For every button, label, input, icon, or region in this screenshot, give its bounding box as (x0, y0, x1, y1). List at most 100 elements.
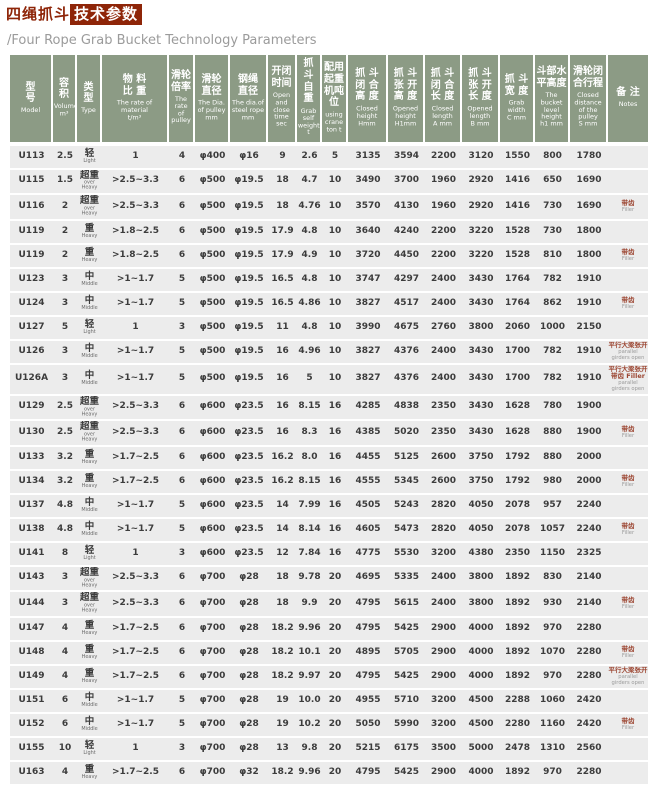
cell-level_h: 1060 (535, 689, 570, 714)
cell-opened_l: 3750 (462, 446, 500, 471)
note-line: Filler (621, 304, 635, 311)
cell-volume: 4.8 (53, 518, 77, 543)
note-line: 带齿 (621, 596, 635, 605)
cell-pulley_rate: 5 (169, 340, 195, 365)
cell-self_weight: 4.76 (297, 195, 322, 221)
cell-rope_dia: φ28 (230, 641, 268, 666)
cell-self_weight: 7.99 (297, 494, 322, 519)
table-body: U113 2.5 轻 Light 1 4 φ400 φ16 9 2.6 5 3135 3594 2200 3… (10, 145, 648, 786)
cell-opened_h: 3700 (388, 169, 425, 195)
cell-level_h: 930 (535, 592, 570, 618)
cell-self_weight: 8.3 (297, 421, 322, 447)
cell-opened_h: 5335 (388, 566, 425, 593)
cell-pulley_rate: 6 (169, 761, 195, 786)
note-line: Filler (621, 207, 635, 214)
cell-pulley_dia: φ700 (195, 737, 230, 762)
cell-crane_ton: 16 (322, 446, 348, 471)
cell-self_weight: 4.8 (297, 316, 322, 341)
col-header-volume: 容 积 Volume m³ (53, 55, 77, 146)
cell-type: 重 Heavy (77, 617, 102, 642)
cell-level_h: 1070 (535, 641, 570, 666)
col-header-zh: 容 积 (59, 77, 69, 101)
col-header-pulley_stroke: 滑轮闭 合行程 Closed distance of the pulley S m… (570, 55, 608, 146)
cell-closed_h: 4505 (348, 494, 388, 519)
cell-self_weight: 10.2 (297, 713, 322, 738)
type-label-en: over Heavy (81, 205, 98, 217)
cell-volume: 3 (53, 340, 77, 365)
cell-pulley_rate: 3 (169, 316, 195, 341)
cell-rope_dia: φ19.5 (230, 364, 268, 396)
cell-volume: 4 (53, 617, 77, 642)
cell-pulley_dia: φ700 (195, 641, 230, 666)
cell-grab_w: 1892 (500, 641, 535, 666)
cell-opened_l: 3120 (462, 145, 500, 170)
spec-table: 型 号 Model 容 积 Volume m³ 类 型 Type 物 料 比 重 The ra… (10, 55, 648, 786)
note-line: 带齿 (621, 198, 635, 207)
cell-opened_l: 3800 (462, 592, 500, 618)
table-row: U134 3.2 重 Heavy >1.7~2.5 6 φ600 φ23.5 16.2 8.15 1… (10, 470, 648, 495)
type-label-zh: 轻 (84, 318, 95, 330)
table-row: U141 8 轻 Light 1 3 φ600 φ23.5 12 7.84 16 4775 5530 32… (10, 542, 648, 567)
cell-material: 1 (102, 737, 169, 762)
cell-opened_l: 3750 (462, 470, 500, 495)
cell-notes: 带齿 Filler (608, 421, 648, 447)
cell-pulley_stroke: 2140 (570, 566, 608, 593)
col-header-en: The dia.of steel rope mm (231, 99, 265, 122)
cell-closed_h: 3490 (348, 169, 388, 195)
cell-pulley_dia: φ700 (195, 617, 230, 642)
cell-rope_dia: φ19.5 (230, 316, 268, 341)
note-line: Filler (621, 482, 635, 489)
cell-volume: 10 (53, 737, 77, 762)
type-label-en: Light (83, 328, 96, 335)
cell-type: 中 Middle (77, 518, 102, 543)
cell-self_weight: 9.97 (297, 665, 322, 690)
cell-level_h: 800 (535, 145, 570, 170)
cell-model: U141 (10, 542, 53, 567)
cell-pulley_rate: 6 (169, 617, 195, 642)
type-label-zh: 中 (84, 270, 95, 282)
cell-grab_w: 1416 (500, 169, 535, 195)
note-line: Filler (621, 256, 635, 263)
cell-type: 中 Middle (77, 713, 102, 738)
cell-material: >1~1.7 (102, 364, 169, 396)
cell-material: >1~1.7 (102, 713, 169, 738)
note-line: parallel girders open (611, 349, 645, 361)
col-header-zh: 配用 起重 机吨 位 (324, 61, 344, 109)
cell-pulley_rate: 5 (169, 364, 195, 396)
table-header-row: 型 号 Model 容 积 Volume m³ 类 型 Type 物 料 比 重 The ra… (10, 55, 648, 146)
cell-crane_ton: 20 (322, 689, 348, 714)
cell-closed_l: 2400 (425, 566, 462, 593)
cell-pulley_rate: 4 (169, 145, 195, 170)
table-row: U147 4 重 Heavy >1.7~2.5 6 φ700 φ28 18.2 9.96 20 479… (10, 617, 648, 642)
cell-crane_ton: 10 (322, 316, 348, 341)
cell-grab_w: 2280 (500, 713, 535, 738)
cell-closed_l: 2400 (425, 268, 462, 293)
type-label-zh: 重 (84, 643, 95, 655)
cell-closed_l: 2400 (425, 292, 462, 317)
cell-rope_dia: φ19.5 (230, 268, 268, 293)
cell-model: U143 (10, 566, 53, 593)
cell-self_weight: 4.8 (297, 268, 322, 293)
cell-self_weight: 8.14 (297, 518, 322, 543)
cell-grab_w: 1792 (500, 470, 535, 495)
cell-grab_w: 1892 (500, 566, 535, 593)
cell-pulley_dia: φ400 (195, 145, 230, 170)
cell-pulley_dia: φ500 (195, 244, 230, 269)
cell-pulley_stroke: 1910 (570, 268, 608, 293)
table-row: U123 3 中 Middle >1~1.7 5 φ500 φ19.5 16.5 4.8 10 374… (10, 268, 648, 293)
cell-volume: 4.8 (53, 494, 77, 519)
cell-level_h: 1150 (535, 542, 570, 567)
cell-material: >2.5~3.3 (102, 566, 169, 593)
cell-material: >2.5~3.3 (102, 421, 169, 447)
cell-pulley_stroke: 2280 (570, 761, 608, 786)
cell-closed_h: 4775 (348, 542, 388, 567)
cell-closed_h: 4285 (348, 395, 388, 422)
cell-pulley_rate: 6 (169, 665, 195, 690)
cell-oc_time: 16 (268, 395, 297, 422)
cell-grab_w: 1764 (500, 292, 535, 317)
cell-volume: 3 (53, 268, 77, 293)
type-label-en: Middle (81, 280, 98, 287)
cell-oc_time: 14 (268, 518, 297, 543)
col-header-zh: 开闭 时间 (271, 65, 292, 89)
cell-grab_w: 1700 (500, 364, 535, 396)
